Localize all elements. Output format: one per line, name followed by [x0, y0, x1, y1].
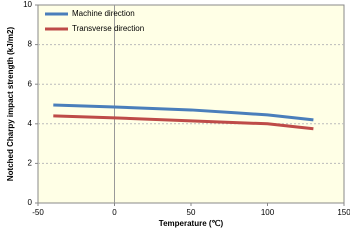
y-tick-label: 6 [28, 79, 33, 88]
x-tick-label: 0 [112, 208, 117, 217]
y-tick-label: 4 [28, 119, 33, 128]
x-tick-label: 50 [187, 208, 196, 217]
x-tick-label: 100 [261, 208, 275, 217]
x-axis-label: Temperature (℃) [159, 219, 224, 228]
legend-label: Transverse direction [72, 24, 144, 33]
y-tick-label: 8 [28, 40, 33, 49]
y-tick-label: 2 [28, 159, 33, 168]
y-axis-label: Notched Charpy impact strength (kJ/m2) [6, 27, 15, 182]
legend-label: Machine direction [72, 9, 135, 18]
x-tick-label: 150 [337, 208, 350, 217]
y-tick-label: 10 [23, 0, 32, 9]
series-line [53, 103, 314, 122]
plot-area [37, 4, 345, 204]
y-tick-label: 0 [28, 198, 33, 207]
series-line [53, 114, 314, 131]
x-tick-label: -50 [32, 208, 44, 217]
chart: Temperature (℃) Notched Charpy impact st… [6, 0, 350, 228]
